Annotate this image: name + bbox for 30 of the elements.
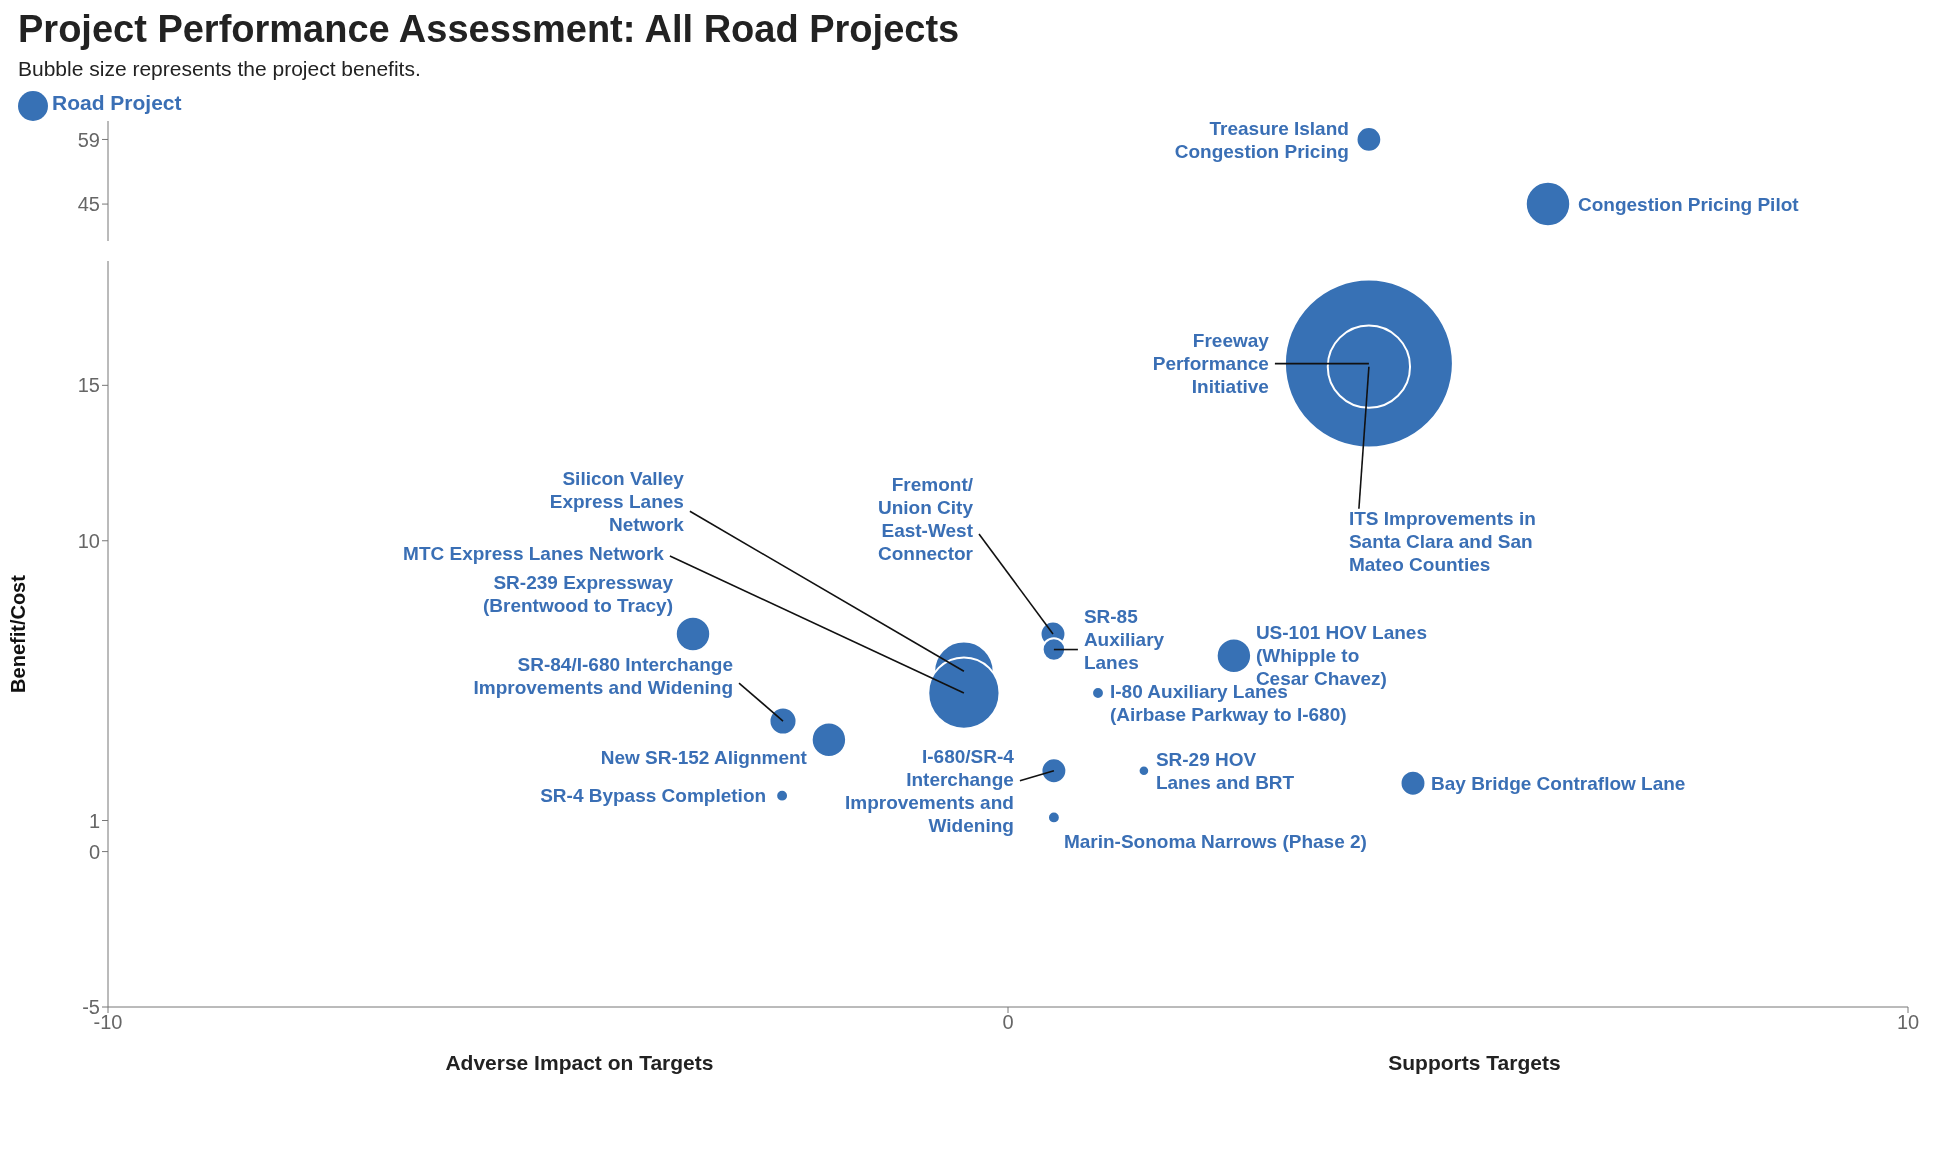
annotation: Congestion Pricing Pilot <box>1578 193 1800 215</box>
chart-subtitle: Bubble size represents the project benefits. <box>18 57 422 81</box>
x-tick-label: 0 <box>1002 1011 1014 1034</box>
x-tick-label: 10 <box>1896 1011 1920 1034</box>
text: Supports Targets <box>1388 1051 1561 1075</box>
text: Adverse Impact on Targets <box>445 1051 714 1075</box>
annotation: SR-84/I-680 Interchange Improvements and Widening <box>473 654 733 699</box>
annotation: Freeway Performance Initiative <box>1152 330 1270 398</box>
annotation: New SR-152 Alignment <box>600 747 808 769</box>
annotation: Silicon Valley Express Lanes Network <box>549 467 685 535</box>
y-axis-title: Benefit/Cost <box>7 574 30 693</box>
annotation: ITS Improvements in Santa Clara and San Mateo Counties <box>1348 508 1536 576</box>
annotation: Treasure Island Congestion Pricing <box>1174 117 1349 162</box>
annotation: SR-239 Expressway (Brentwood to Tracy) <box>482 572 674 617</box>
annotation: MTC Express Lanes Network <box>403 542 665 564</box>
annotation: SR-85 Auxiliary Lanes <box>1083 606 1165 674</box>
y-tick-label: 45 <box>77 193 100 216</box>
annotation: I-680/SR-4 Interchange Improvements and Widening <box>844 745 1015 836</box>
annotation: Marin-Sonoma Narrows (Phase 2) <box>1063 831 1367 853</box>
annotation: Bay Bridge Contraflow Lane <box>1431 772 1686 794</box>
chart-title: Project Performance Assessment: All Road Projects <box>18 8 961 51</box>
legend-label: Road Project <box>52 91 182 115</box>
y-tick-label: 0 <box>88 840 100 863</box>
annotation: SR-4 Bypass Completion <box>540 785 767 807</box>
annotation: SR-29 HOV Lanes and BRT <box>1155 748 1295 793</box>
y-tick-label: 59 <box>77 128 100 151</box>
y-tick-label: 10 <box>77 529 100 552</box>
y-tick-label: 1 <box>88 809 100 832</box>
y-tick-label: 15 <box>77 374 100 397</box>
annotation: Fremont/ Union City East-West Connector <box>878 474 974 565</box>
